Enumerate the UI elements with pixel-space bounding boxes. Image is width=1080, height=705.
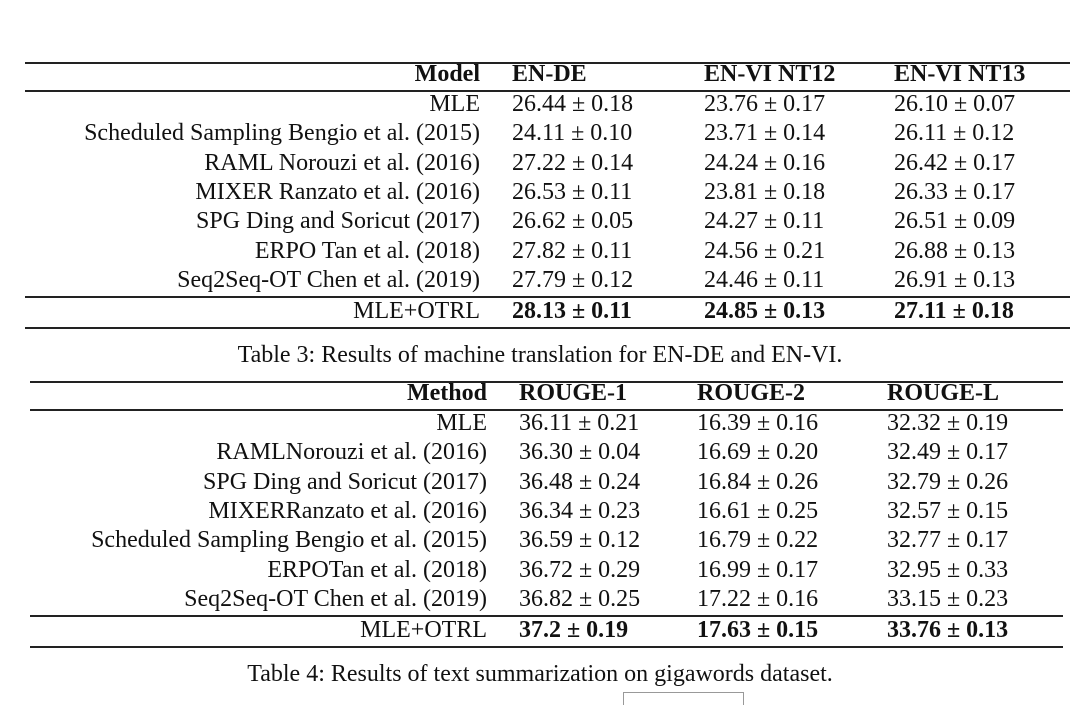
row-label: Seq2Seq-OT Chen et al. (2019) bbox=[177, 266, 480, 293]
row-label: RAML Norouzi et al. (2016) bbox=[204, 149, 480, 176]
rule bbox=[30, 615, 1063, 617]
row-cell: 16.39 ± 0.16 bbox=[697, 410, 819, 436]
row-cell: 26.11 ± 0.12 bbox=[894, 120, 1015, 147]
row-cell: 27.79 ± 0.12 bbox=[512, 266, 634, 293]
row-cell: 24.56 ± 0.21 bbox=[704, 237, 826, 264]
row-cell: 24.46 ± 0.11 bbox=[704, 266, 825, 293]
row-cell: 16.79 ± 0.22 bbox=[697, 527, 819, 554]
best-row-cell: 37.2 ± 0.19 bbox=[519, 617, 629, 643]
row-cell: 36.11 ± 0.21 bbox=[519, 410, 640, 436]
best-row-cell: 33.76 ± 0.13 bbox=[887, 617, 1009, 643]
row-cell: 24.27 ± 0.11 bbox=[704, 208, 825, 235]
row-cell: 32.79 ± 0.26 bbox=[887, 468, 1009, 495]
row-label: ERPO Tan et al. (2018) bbox=[254, 237, 480, 264]
rule bbox=[30, 409, 1063, 411]
row-cell: 26.88 ± 0.13 bbox=[894, 237, 1016, 264]
row-cell: 26.62 ± 0.05 bbox=[512, 208, 634, 235]
row-label: SPG Ding and Soricut (2017) bbox=[203, 468, 487, 495]
row-cell: 17.22 ± 0.16 bbox=[697, 585, 819, 612]
row-cell: 32.95 ± 0.33 bbox=[887, 556, 1009, 583]
row-cell: 23.71 ± 0.14 bbox=[704, 120, 826, 147]
row-cell: 26.42 ± 0.17 bbox=[894, 149, 1016, 176]
row-label: Scheduled Sampling Bengio et al. (2015) bbox=[91, 527, 487, 554]
row-cell: 26.44 ± 0.18 bbox=[512, 91, 634, 117]
row-cell: 26.33 ± 0.17 bbox=[894, 178, 1016, 205]
row-label: RAMLNorouzi et al. (2016) bbox=[216, 439, 487, 466]
frame-edge bbox=[623, 692, 744, 705]
row-cell: 26.91 ± 0.13 bbox=[894, 266, 1016, 293]
row-label: ERPOTan et al. (2018) bbox=[267, 556, 487, 583]
header-cell: EN-VI NT12 bbox=[704, 61, 836, 87]
best-row-cell: 24.85 ± 0.13 bbox=[704, 298, 826, 324]
rule bbox=[25, 90, 1070, 92]
header-cell: ROUGE-L bbox=[887, 380, 1000, 406]
row-label: Scheduled Sampling Bengio et al. (2015) bbox=[84, 120, 480, 147]
best-row-label: MLE+OTRL bbox=[353, 298, 480, 324]
row-cell: 36.82 ± 0.25 bbox=[519, 585, 641, 612]
row-cell: 32.57 ± 0.15 bbox=[887, 497, 1009, 524]
row-cell: 36.30 ± 0.04 bbox=[519, 439, 641, 466]
row-cell: 16.84 ± 0.26 bbox=[697, 468, 819, 495]
best-row-cell: 28.13 ± 0.11 bbox=[512, 298, 632, 324]
row-cell: 36.72 ± 0.29 bbox=[519, 556, 641, 583]
row-cell: 32.77 ± 0.17 bbox=[887, 527, 1009, 554]
row-label: MIXERRanzato et al. (2016) bbox=[208, 497, 487, 524]
row-cell: 36.59 ± 0.12 bbox=[519, 527, 641, 554]
row-cell: 16.99 ± 0.17 bbox=[697, 556, 819, 583]
best-row-label: MLE+OTRL bbox=[360, 617, 487, 643]
rule bbox=[30, 646, 1063, 648]
row-cell: 16.61 ± 0.25 bbox=[697, 497, 819, 524]
header-label: Method bbox=[407, 380, 487, 406]
row-label: MLE bbox=[429, 91, 480, 117]
row-cell: 16.69 ± 0.20 bbox=[697, 439, 819, 466]
row-cell: 24.11 ± 0.10 bbox=[512, 120, 633, 147]
row-cell: 23.81 ± 0.18 bbox=[704, 178, 826, 205]
row-cell: 24.24 ± 0.16 bbox=[704, 149, 826, 176]
best-row-cell: 27.11 ± 0.18 bbox=[894, 298, 1014, 324]
rule bbox=[25, 62, 1070, 64]
best-row-cell: 17.63 ± 0.15 bbox=[697, 617, 819, 643]
row-cell: 23.76 ± 0.17 bbox=[704, 91, 826, 117]
row-cell: 26.53 ± 0.11 bbox=[512, 178, 633, 205]
row-cell: 26.51 ± 0.09 bbox=[894, 208, 1016, 235]
caption: Table 4: Results of text summarization o… bbox=[247, 661, 833, 687]
row-cell: 27.82 ± 0.11 bbox=[512, 237, 633, 264]
header-cell: EN-VI NT13 bbox=[894, 61, 1026, 87]
header-cell: ROUGE-2 bbox=[697, 380, 805, 406]
row-label: MIXER Ranzato et al. (2016) bbox=[195, 178, 480, 205]
row-cell: 32.49 ± 0.17 bbox=[887, 439, 1009, 466]
rule bbox=[30, 381, 1063, 383]
row-cell: 36.34 ± 0.23 bbox=[519, 497, 641, 524]
row-label: SPG Ding and Soricut (2017) bbox=[196, 208, 480, 235]
row-cell: 26.10 ± 0.07 bbox=[894, 91, 1016, 117]
header-cell: ROUGE-1 bbox=[519, 380, 627, 406]
row-cell: 36.48 ± 0.24 bbox=[519, 468, 641, 495]
rule bbox=[25, 296, 1070, 298]
row-cell: 33.15 ± 0.23 bbox=[887, 585, 1009, 612]
row-cell: 32.32 ± 0.19 bbox=[887, 410, 1009, 436]
header-label: Model bbox=[414, 61, 480, 87]
row-label: MLE bbox=[436, 410, 487, 436]
rule bbox=[25, 327, 1070, 329]
caption: Table 3: Results of machine translation … bbox=[237, 342, 843, 368]
row-label: Seq2Seq-OT Chen et al. (2019) bbox=[184, 585, 487, 612]
header-cell: EN-DE bbox=[512, 61, 587, 87]
row-cell: 27.22 ± 0.14 bbox=[512, 149, 634, 176]
